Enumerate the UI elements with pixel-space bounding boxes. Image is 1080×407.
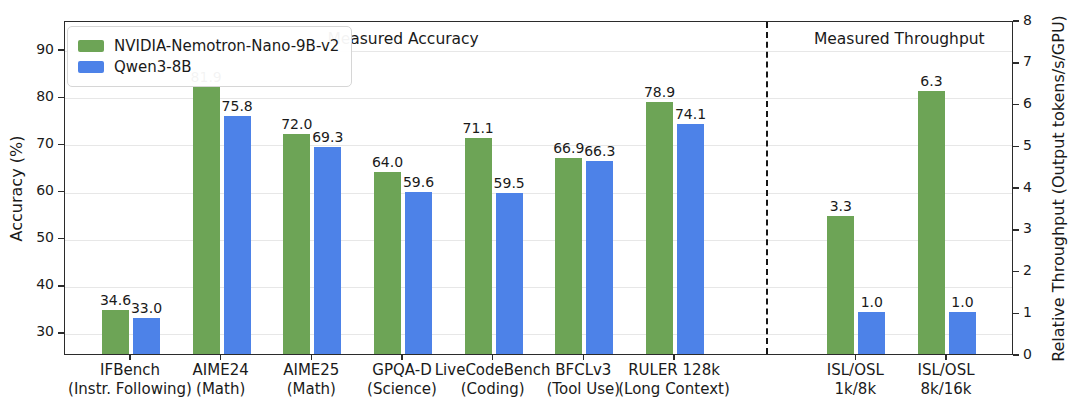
left-tick-mark: [58, 191, 64, 193]
section-divider-line: [766, 22, 768, 354]
right-tick-mark: [1013, 271, 1019, 273]
bar-value-label: 33.0: [115, 300, 179, 316]
x-category-label-line2: 8k/16k: [851, 380, 1041, 399]
bar-value-label: 3.3: [809, 198, 873, 214]
bar-qwen: [224, 116, 251, 354]
bar-qwen: [949, 312, 976, 354]
right-tick-mark: [1013, 313, 1019, 315]
legend-swatch-blue: [78, 61, 104, 73]
bar-value-label: 1.0: [931, 294, 995, 310]
legend-item-qwen: Qwen3-8B: [78, 58, 339, 76]
x-tick-mark: [129, 355, 131, 360]
left-tick-label: 80: [16, 88, 54, 104]
right-tick-label: 7: [1023, 53, 1032, 69]
left-tick-label: 70: [16, 135, 54, 151]
left-tick-label: 50: [16, 229, 54, 245]
bar-nemotron: [193, 87, 220, 354]
right-tick-label: 2: [1023, 262, 1032, 278]
bar-value-label: 75.8: [205, 98, 269, 114]
right-tick-label: 5: [1023, 137, 1032, 153]
bar-value-label: 74.1: [659, 106, 723, 122]
bar-qwen: [586, 161, 613, 354]
left-tick-label: 40: [16, 276, 54, 292]
bar-qwen: [314, 147, 341, 354]
left-tick-label: 60: [16, 182, 54, 198]
throughput-section-title: Measured Throughput: [814, 30, 985, 48]
bar-value-label: 59.5: [477, 175, 541, 191]
bar-qwen: [133, 318, 160, 354]
left-tick-mark: [58, 332, 64, 334]
left-tick-mark: [58, 238, 64, 240]
legend-label: NVIDIA-Nemotron-Nano-9B-v2: [114, 37, 339, 55]
left-tick-mark: [58, 144, 64, 146]
right-axis-title: Relative Throughput (Output tokens/s/GPU…: [1040, 21, 1076, 355]
x-tick-mark: [311, 355, 313, 360]
left-tick-label: 90: [16, 41, 54, 57]
legend: NVIDIA-Nemotron-Nano-9B-v2 Qwen3-8B: [67, 26, 352, 87]
bar-nemotron: [918, 91, 945, 354]
bar-qwen: [858, 312, 885, 354]
left-tick-mark: [58, 285, 64, 287]
benchmark-comparison-chart: Accuracy (%) Measured Accuracy Measured …: [0, 0, 1080, 407]
right-tick-label: 4: [1023, 179, 1032, 195]
bar-nemotron: [827, 216, 854, 354]
bar-value-label: 71.1: [446, 120, 510, 136]
right-tick-label: 0: [1023, 346, 1032, 362]
left-tick-mark: [58, 97, 64, 99]
x-tick-mark: [945, 355, 947, 360]
bar-nemotron: [374, 172, 401, 354]
bar-qwen: [677, 124, 704, 354]
legend-label: Qwen3-8B: [114, 58, 192, 76]
right-tick-label: 1: [1023, 304, 1032, 320]
right-tick-mark: [1013, 104, 1019, 106]
right-axis-title-text: Relative Throughput (Output tokens/s/GPU…: [1049, 15, 1068, 362]
left-tick-label: 30: [16, 323, 54, 339]
x-category-label-line2: (Long Context): [579, 380, 769, 399]
right-tick-label: 6: [1023, 95, 1032, 111]
plot-area: Measured Accuracy Measured Throughput 34…: [64, 21, 1013, 355]
right-tick-mark: [1013, 187, 1019, 189]
bar-value-label: 78.9: [628, 84, 692, 100]
bar-value-label: 6.3: [900, 73, 964, 89]
x-tick-mark: [220, 355, 222, 360]
bar-qwen: [496, 193, 523, 354]
x-tick-mark: [673, 355, 675, 360]
right-tick-mark: [1013, 354, 1019, 356]
legend-item-nemotron: NVIDIA-Nemotron-Nano-9B-v2: [78, 37, 339, 55]
x-tick-mark: [583, 355, 585, 360]
bar-value-label: 64.0: [356, 154, 420, 170]
right-tick-label: 3: [1023, 220, 1032, 236]
bar-value-label: 69.3: [296, 129, 360, 145]
x-tick-mark: [855, 355, 857, 360]
x-tick-mark: [401, 355, 403, 360]
right-tick-mark: [1013, 229, 1019, 231]
bar-nemotron: [646, 102, 673, 355]
left-tick-mark: [58, 49, 64, 51]
right-tick-mark: [1013, 20, 1019, 22]
x-tick-mark: [492, 355, 494, 360]
x-category-label: RULER 128k(Long Context): [579, 361, 769, 399]
right-tick-label: 8: [1023, 12, 1032, 28]
bar-value-label: 1.0: [840, 294, 904, 310]
bar-value-label: 59.6: [387, 174, 451, 190]
right-tick-mark: [1013, 62, 1019, 64]
x-category-label: ISL/OSL8k/16k: [851, 361, 1041, 399]
bar-nemotron: [555, 158, 582, 354]
right-tick-mark: [1013, 146, 1019, 148]
bar-nemotron: [102, 310, 129, 354]
x-category-label-line1: RULER 128k: [579, 361, 769, 380]
bar-nemotron: [283, 134, 310, 354]
bar-value-label: 66.3: [568, 143, 632, 159]
legend-swatch-green: [78, 40, 104, 52]
x-category-label-line1: ISL/OSL: [851, 361, 1041, 380]
bar-nemotron: [465, 138, 492, 354]
bar-qwen: [405, 192, 432, 354]
